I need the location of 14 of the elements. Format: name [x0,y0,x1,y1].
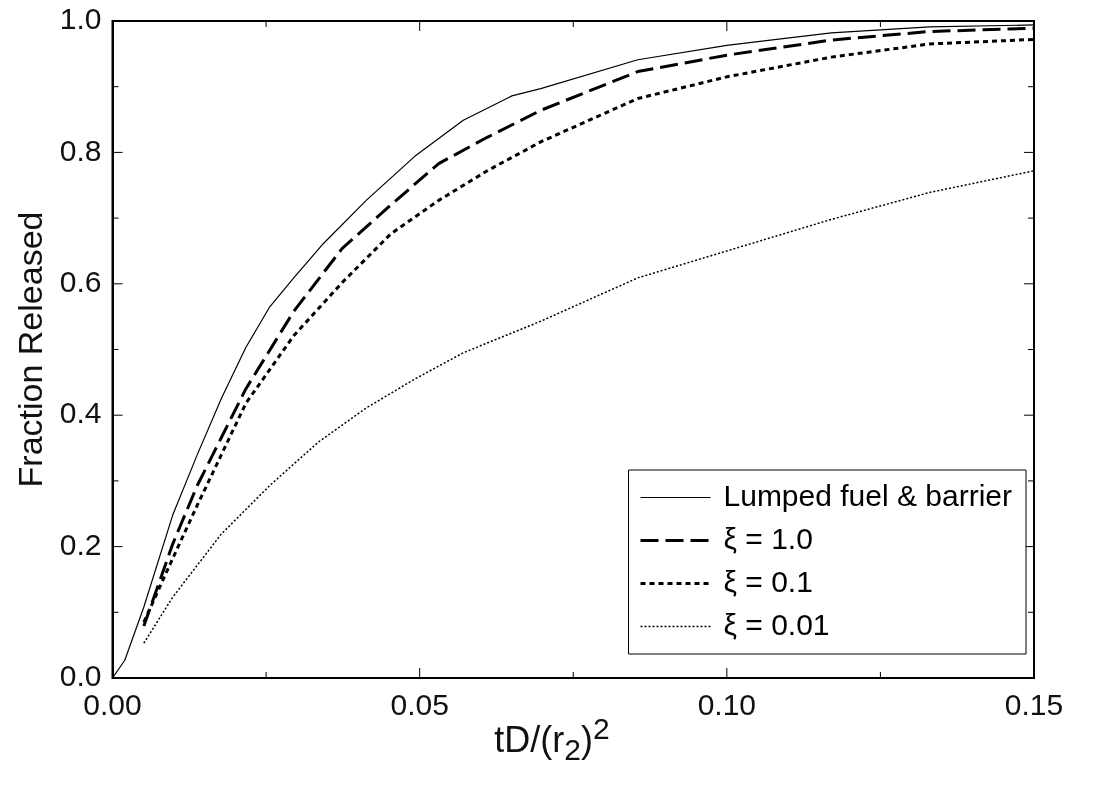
y-axis-title: Fraction Released [10,211,49,488]
y-tick-label: 0.2 [59,527,102,561]
y-tick-label: 0.8 [59,133,102,167]
legend-label: ξ = 0.01 [723,607,830,641]
legend-label: Lumped fuel & barrier [723,478,1013,512]
x-tick-label: 0.10 [697,688,757,722]
y-tick-label: 0.6 [59,265,102,299]
x-tick-label: 0.15 [1004,688,1064,722]
y-tick-label: 1.0 [59,2,102,36]
x-tick-label: 0.05 [390,688,449,722]
y-tick-label: 0.4 [59,396,102,430]
x-axis-title: tD/(r$_{2}$)$^{2}$ [494,712,610,767]
legend-label: ξ = 1.0 [723,521,813,555]
legend-label: ξ = 0.1 [723,564,813,598]
